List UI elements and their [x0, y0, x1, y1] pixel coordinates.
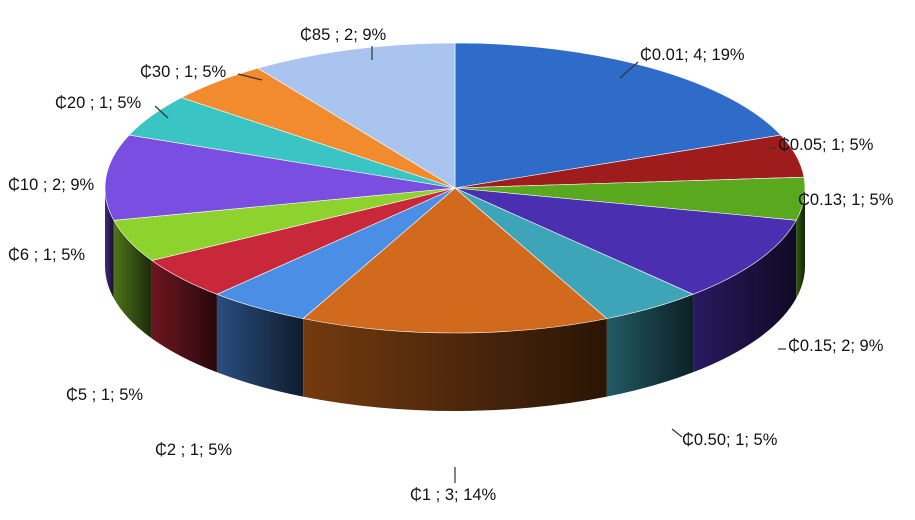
slice-label-20: ₵20 ; 1; 5%: [55, 94, 142, 112]
leader-line-30: [237, 73, 263, 81]
pie-top-layer: [104, 42, 806, 334]
slice-label-0-01: ₵0.01; 4; 19%: [640, 46, 745, 64]
slice-0-15: [454, 187, 797, 295]
leader-line-0-50: [671, 428, 683, 438]
slice-1: [302, 187, 608, 334]
slice-labels: ₵0.01; 4; 19% ₵0.05; 1; 5% ₵0.13; 1; 5% ₵0.…: [8, 26, 894, 504]
slice-label-0-13: ₵0.13; 1; 5%: [798, 191, 894, 209]
leader-line-20: [154, 105, 169, 119]
slice-side-1: [303, 318, 607, 411]
slice-side-6: [113, 220, 152, 339]
slice-side-2: [216, 294, 304, 397]
slice-side-0-15: [693, 220, 797, 373]
slice-label-30: ₵30 ; 1; 5%: [140, 63, 227, 81]
slice-label-0-15: ₵0.15; 2; 9%: [788, 337, 884, 355]
slice-label-6: ₵6 ; 1; 5%: [8, 246, 85, 264]
slice-label-85: ₵85 ; 2; 9%: [300, 26, 387, 44]
slice-side-10: [105, 188, 114, 299]
leader-line-0-01: [619, 61, 639, 79]
leader-lines: [154, 46, 786, 483]
pie-side-layer: [105, 188, 805, 411]
slice-side-0-13: [796, 188, 805, 299]
slice-label-10: ₵10 ; 2; 9%: [8, 176, 95, 194]
slice-label-2: ₵2 ; 1; 5%: [155, 441, 232, 459]
slice-label-5: ₵5 ; 1; 5%: [66, 386, 143, 404]
slice-side-0-50: [606, 294, 694, 397]
slice-label-0-50: ₵0.50; 1; 5%: [682, 431, 778, 449]
slice-label-1: ₵1 ; 3; 14%: [410, 486, 497, 504]
slice-side-5: [151, 260, 217, 373]
slice-label-0-05: ₵0.05; 1; 5%: [778, 136, 874, 154]
slice-10: [104, 134, 456, 221]
slice-85: [257, 42, 456, 189]
slice-0-01: [454, 42, 782, 189]
